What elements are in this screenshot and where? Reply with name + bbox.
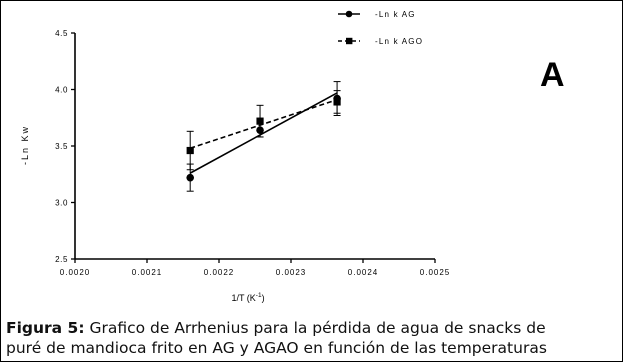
fit-lines xyxy=(189,92,338,174)
figure-caption: Figura 5: Grafico de Arrhenius para la p… xyxy=(6,318,618,362)
y-tick-label: 4.5 xyxy=(55,29,68,38)
y-tick-label: 4.0 xyxy=(55,86,68,95)
caption-text-1: Grafico de Arrhenius para la pérdida de … xyxy=(84,319,546,337)
point-circle xyxy=(186,173,194,182)
y-tick-label: 2.5 xyxy=(55,255,68,264)
caption-label: Figura 5: xyxy=(6,319,85,337)
point-square xyxy=(186,146,194,155)
x-tick-label: 0.0021 xyxy=(132,268,162,277)
x-axis-title-superscript: -1 xyxy=(256,292,262,299)
legend-marker-circle xyxy=(345,10,353,18)
x-tick-label: 0.0022 xyxy=(204,268,234,277)
legend-marker-square xyxy=(346,37,353,45)
y-tick-label: 3.5 xyxy=(55,142,68,151)
x-tick-label: 0.0020 xyxy=(60,268,90,277)
point-square xyxy=(333,98,341,106)
legend: -Ln k AG -Ln k AGO xyxy=(338,10,423,46)
x-tick-label: 0.0024 xyxy=(348,268,378,277)
caption-line-1: Figura 5: Grafico de Arrhenius para la p… xyxy=(6,318,618,338)
y-axis-title: -Ln Kw xyxy=(20,125,30,165)
x-tick-label: 0.0025 xyxy=(420,268,450,277)
panel-label: A xyxy=(540,56,565,94)
x-tick-label: 0.0023 xyxy=(276,268,306,277)
fit-line xyxy=(189,98,338,150)
legend-label: -Ln k AGO xyxy=(375,37,423,46)
data-points xyxy=(186,81,341,192)
x-axis-title-main: 1/T (K xyxy=(231,293,255,303)
x-axis-title: 1/T (K-1) xyxy=(231,292,264,303)
legend-label: -Ln k AG xyxy=(375,10,416,19)
x-axis-title-end: ) xyxy=(262,293,265,303)
point-square xyxy=(256,117,264,125)
y-tick-label: 3.0 xyxy=(55,199,68,208)
caption-line-2: puré de mandioca frito en AG y AGAO en f… xyxy=(6,339,547,357)
fit-line xyxy=(189,92,338,174)
axes: 2.5 3.0 3.5 4.0 4.5 0.0020 0.0021 0.0022 0.0023 0… xyxy=(55,29,450,277)
